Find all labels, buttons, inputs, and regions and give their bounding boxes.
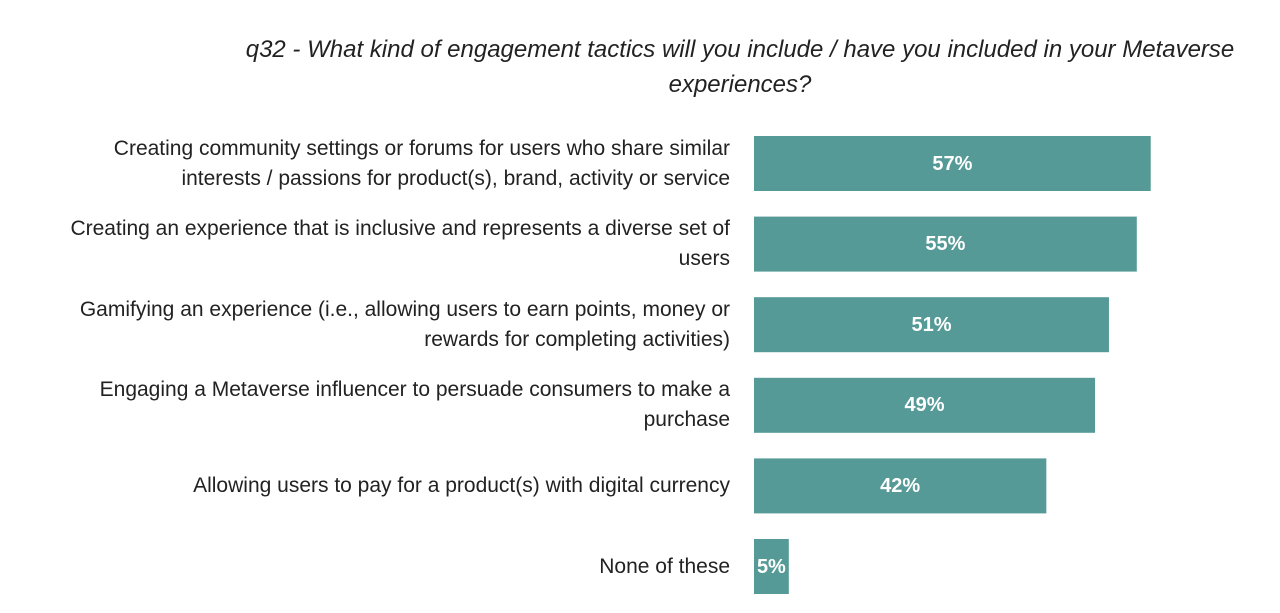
- category-label-0: Creating community settings or forums fo…: [10, 134, 730, 194]
- bar-2: [754, 297, 1109, 353]
- bar-0: [754, 136, 1151, 191]
- bar-3: [754, 377, 1096, 433]
- category-label-4: Allowing users to pay for a product(s) w…: [10, 471, 730, 501]
- category-label-0-line-1: interests / passions for product(s), bra…: [181, 166, 730, 190]
- bar-5: [754, 539, 789, 594]
- bar-value-label-3: 49%: [904, 394, 945, 417]
- category-label-2-line-0: Gamifying an experience (i.e., allowing …: [79, 297, 730, 321]
- category-label-3-line-1: purchase: [643, 408, 730, 432]
- bar-value-label-1: 55%: [925, 233, 966, 256]
- category-label-5: None of these: [10, 552, 730, 582]
- bar-value-label-2: 51%: [911, 313, 952, 336]
- bar-value-label-4: 42%: [880, 474, 921, 497]
- category-label-2: Gamifying an experience (i.e., allowing …: [10, 295, 730, 355]
- category-label-3: Engaging a Metaverse influencer to persu…: [10, 375, 730, 435]
- category-label-0-line-0: Creating community settings or forums fo…: [113, 136, 730, 160]
- category-label-5-line-0: None of these: [599, 554, 730, 578]
- category-label-3-line-0: Engaging a Metaverse influencer to persu…: [99, 378, 730, 402]
- category-label-4-line-0: Allowing users to pay for a product(s) w…: [193, 473, 730, 497]
- bar-1: [754, 216, 1137, 272]
- category-label-1-line-1: users: [678, 247, 730, 271]
- bar-value-label-5: 5%: [756, 555, 786, 578]
- bar-4: [754, 458, 1047, 514]
- category-label-2-line-1: rewards for completing activities): [424, 327, 730, 351]
- category-label-1: Creating an experience that is inclusive…: [10, 214, 730, 274]
- chart-title-line-1: q32 - What kind of engagement tactics wi…: [245, 36, 1235, 63]
- bar-value-label-0: 57%: [932, 152, 973, 175]
- chart-title: q32 - What kind of engagement tactics wi…: [200, 32, 1280, 102]
- category-label-1-line-0: Creating an experience that is inclusive…: [70, 217, 730, 241]
- chart-title-line-2: experiences?: [668, 71, 812, 98]
